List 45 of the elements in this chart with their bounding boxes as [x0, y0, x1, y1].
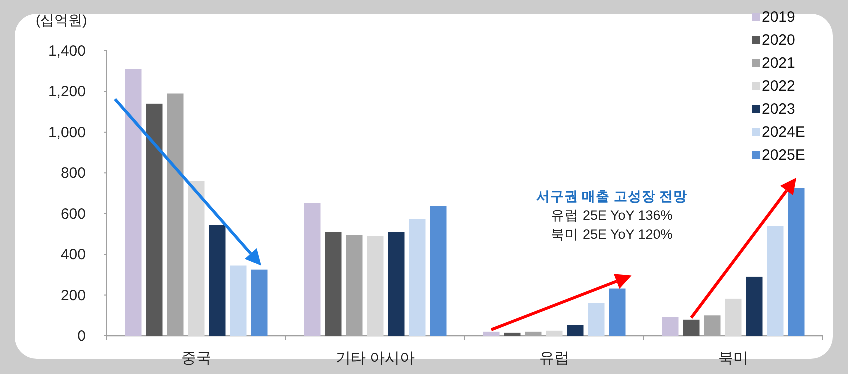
legend-label: 2019	[762, 9, 796, 26]
bar	[662, 317, 679, 336]
legend-label: 2021	[762, 55, 796, 72]
bar	[230, 266, 247, 336]
bar	[146, 104, 163, 336]
bar	[409, 219, 426, 336]
y-tick-label: 1,000	[48, 124, 86, 142]
x-tick-label: 북미	[718, 350, 748, 367]
legend-label: 2022	[762, 78, 796, 95]
bar	[367, 236, 384, 336]
bar	[188, 181, 205, 336]
y-tick-label: 600	[60, 206, 86, 223]
legend-label: 2023	[762, 101, 796, 118]
x-tick-label: 중국	[182, 350, 212, 367]
y-tick-label: 1,400	[48, 43, 86, 60]
bar	[325, 232, 342, 336]
y-tick-label: 200	[60, 287, 86, 304]
annotation: 북미 25E YoY 120%	[551, 227, 673, 242]
legend-label: 2025E	[762, 147, 806, 164]
y-axis-title: (십억원)	[36, 12, 88, 28]
annotation: 서구권 매출 고성장 전망	[536, 189, 688, 204]
x-tick-label: 기타 아시아	[336, 350, 416, 367]
y-tick-label: 400	[60, 246, 86, 264]
bar	[546, 330, 563, 336]
x-tick-label: 유럽	[540, 350, 570, 367]
legend-label: 2024E	[762, 124, 806, 141]
bar	[430, 206, 447, 336]
bar	[304, 203, 321, 336]
bar	[388, 232, 405, 336]
y-tick-label: 0	[78, 328, 86, 345]
y-tick-label: 800	[60, 165, 86, 182]
annotation: 유럽 25E YoY 136%	[551, 208, 673, 223]
bar	[725, 298, 742, 336]
bar	[683, 320, 700, 336]
bar	[588, 303, 605, 336]
bar	[251, 270, 268, 336]
bar	[746, 276, 763, 336]
bar	[209, 225, 226, 336]
y-tick-label: 1,200	[48, 84, 86, 101]
bar	[567, 325, 584, 336]
bar	[504, 332, 521, 336]
bar	[483, 332, 500, 336]
legend-label: 2020	[762, 32, 796, 49]
bar	[767, 226, 784, 336]
bar	[125, 69, 142, 336]
